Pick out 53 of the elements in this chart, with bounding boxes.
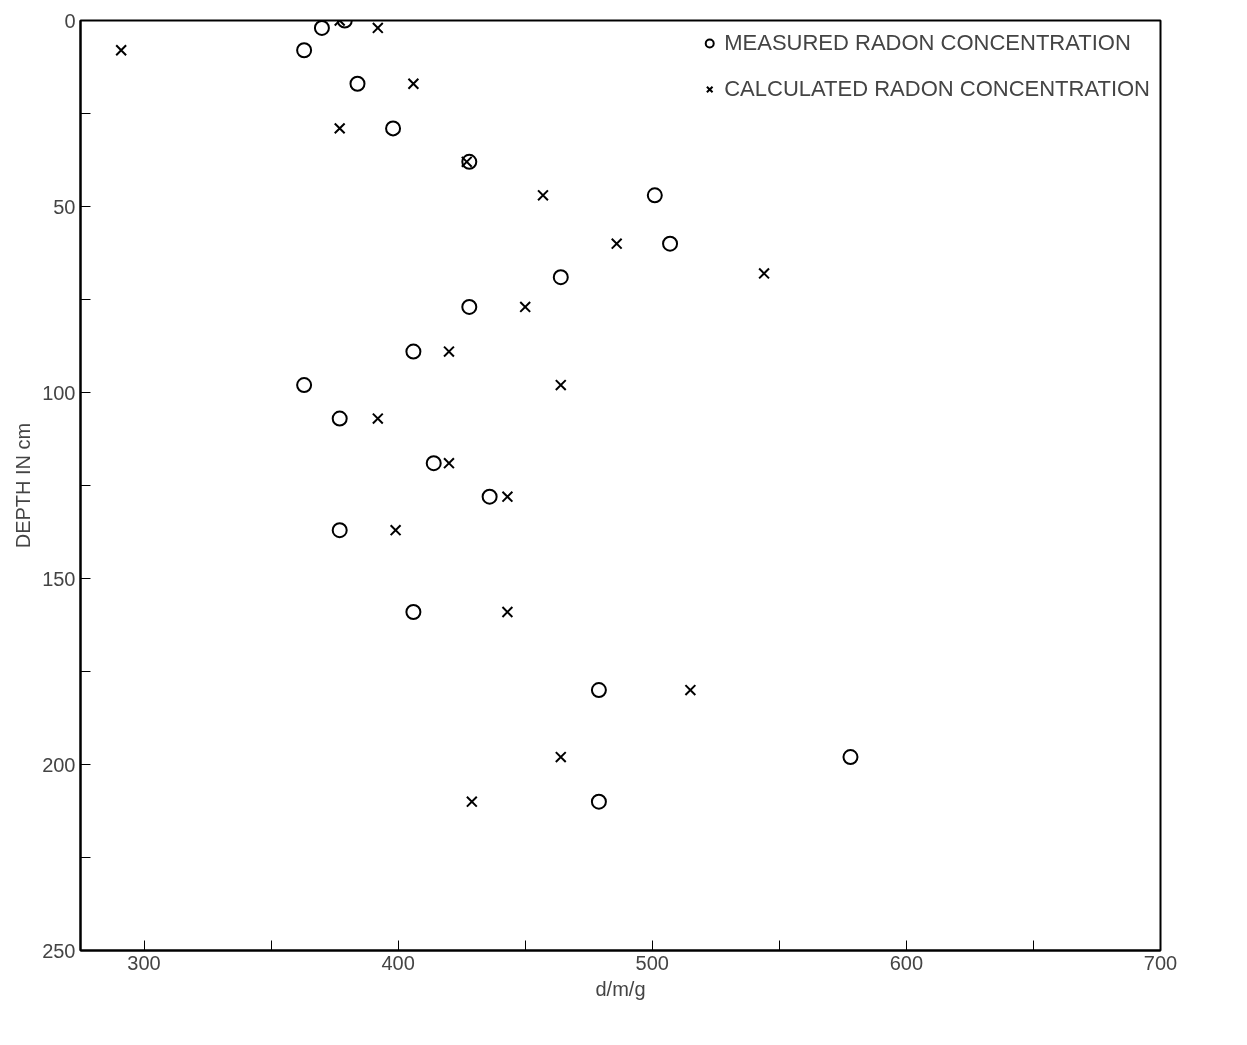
point [443,457,455,470]
y-tick-label: 200 [42,753,76,776]
point [349,75,366,92]
point [842,749,859,766]
point [646,187,663,204]
point [758,267,771,280]
point [296,377,313,394]
point [460,155,473,168]
point [333,122,346,135]
point [554,751,567,764]
point [501,490,514,503]
x-tick-label: 500 [635,951,669,974]
point [465,795,478,808]
point [684,684,697,697]
x-axis-title: d/m/g [595,977,646,1000]
point [461,298,478,315]
point [537,189,549,202]
point [405,343,422,360]
y-tick-label: 50 [53,195,76,218]
point [425,455,442,472]
point [405,603,422,620]
point [519,300,532,313]
y-tick-label: 250 [42,939,76,962]
point [590,682,607,699]
point [331,522,348,539]
point [385,120,402,137]
x-tick-label: 700 [1143,951,1178,974]
y-tick-label: 100 [42,381,76,404]
x-tick-label: 300 [127,951,161,974]
point [610,237,623,250]
point [115,44,128,57]
y-tick-label: 150 [42,567,76,590]
point [331,410,348,427]
point [481,488,498,505]
point [371,412,384,425]
point [443,345,455,358]
x-tick-label: 400 [381,951,415,974]
point [590,793,607,810]
point [371,21,384,34]
legend-label: MEASURED RADON CONCENTRATION [724,30,1131,56]
point [313,20,330,36]
y-axis-title: DEPTH IN cm [12,422,35,549]
x-tick-label: 600 [889,951,924,974]
point [554,379,567,392]
point [552,269,569,286]
point [501,606,514,618]
point [461,153,478,170]
point [407,77,420,90]
point [296,42,313,59]
legend-label: CALCULATED RADON CONCENTRATION [724,76,1150,102]
y-tick-label: 0 [64,9,76,32]
point [662,235,679,252]
point [389,524,402,537]
